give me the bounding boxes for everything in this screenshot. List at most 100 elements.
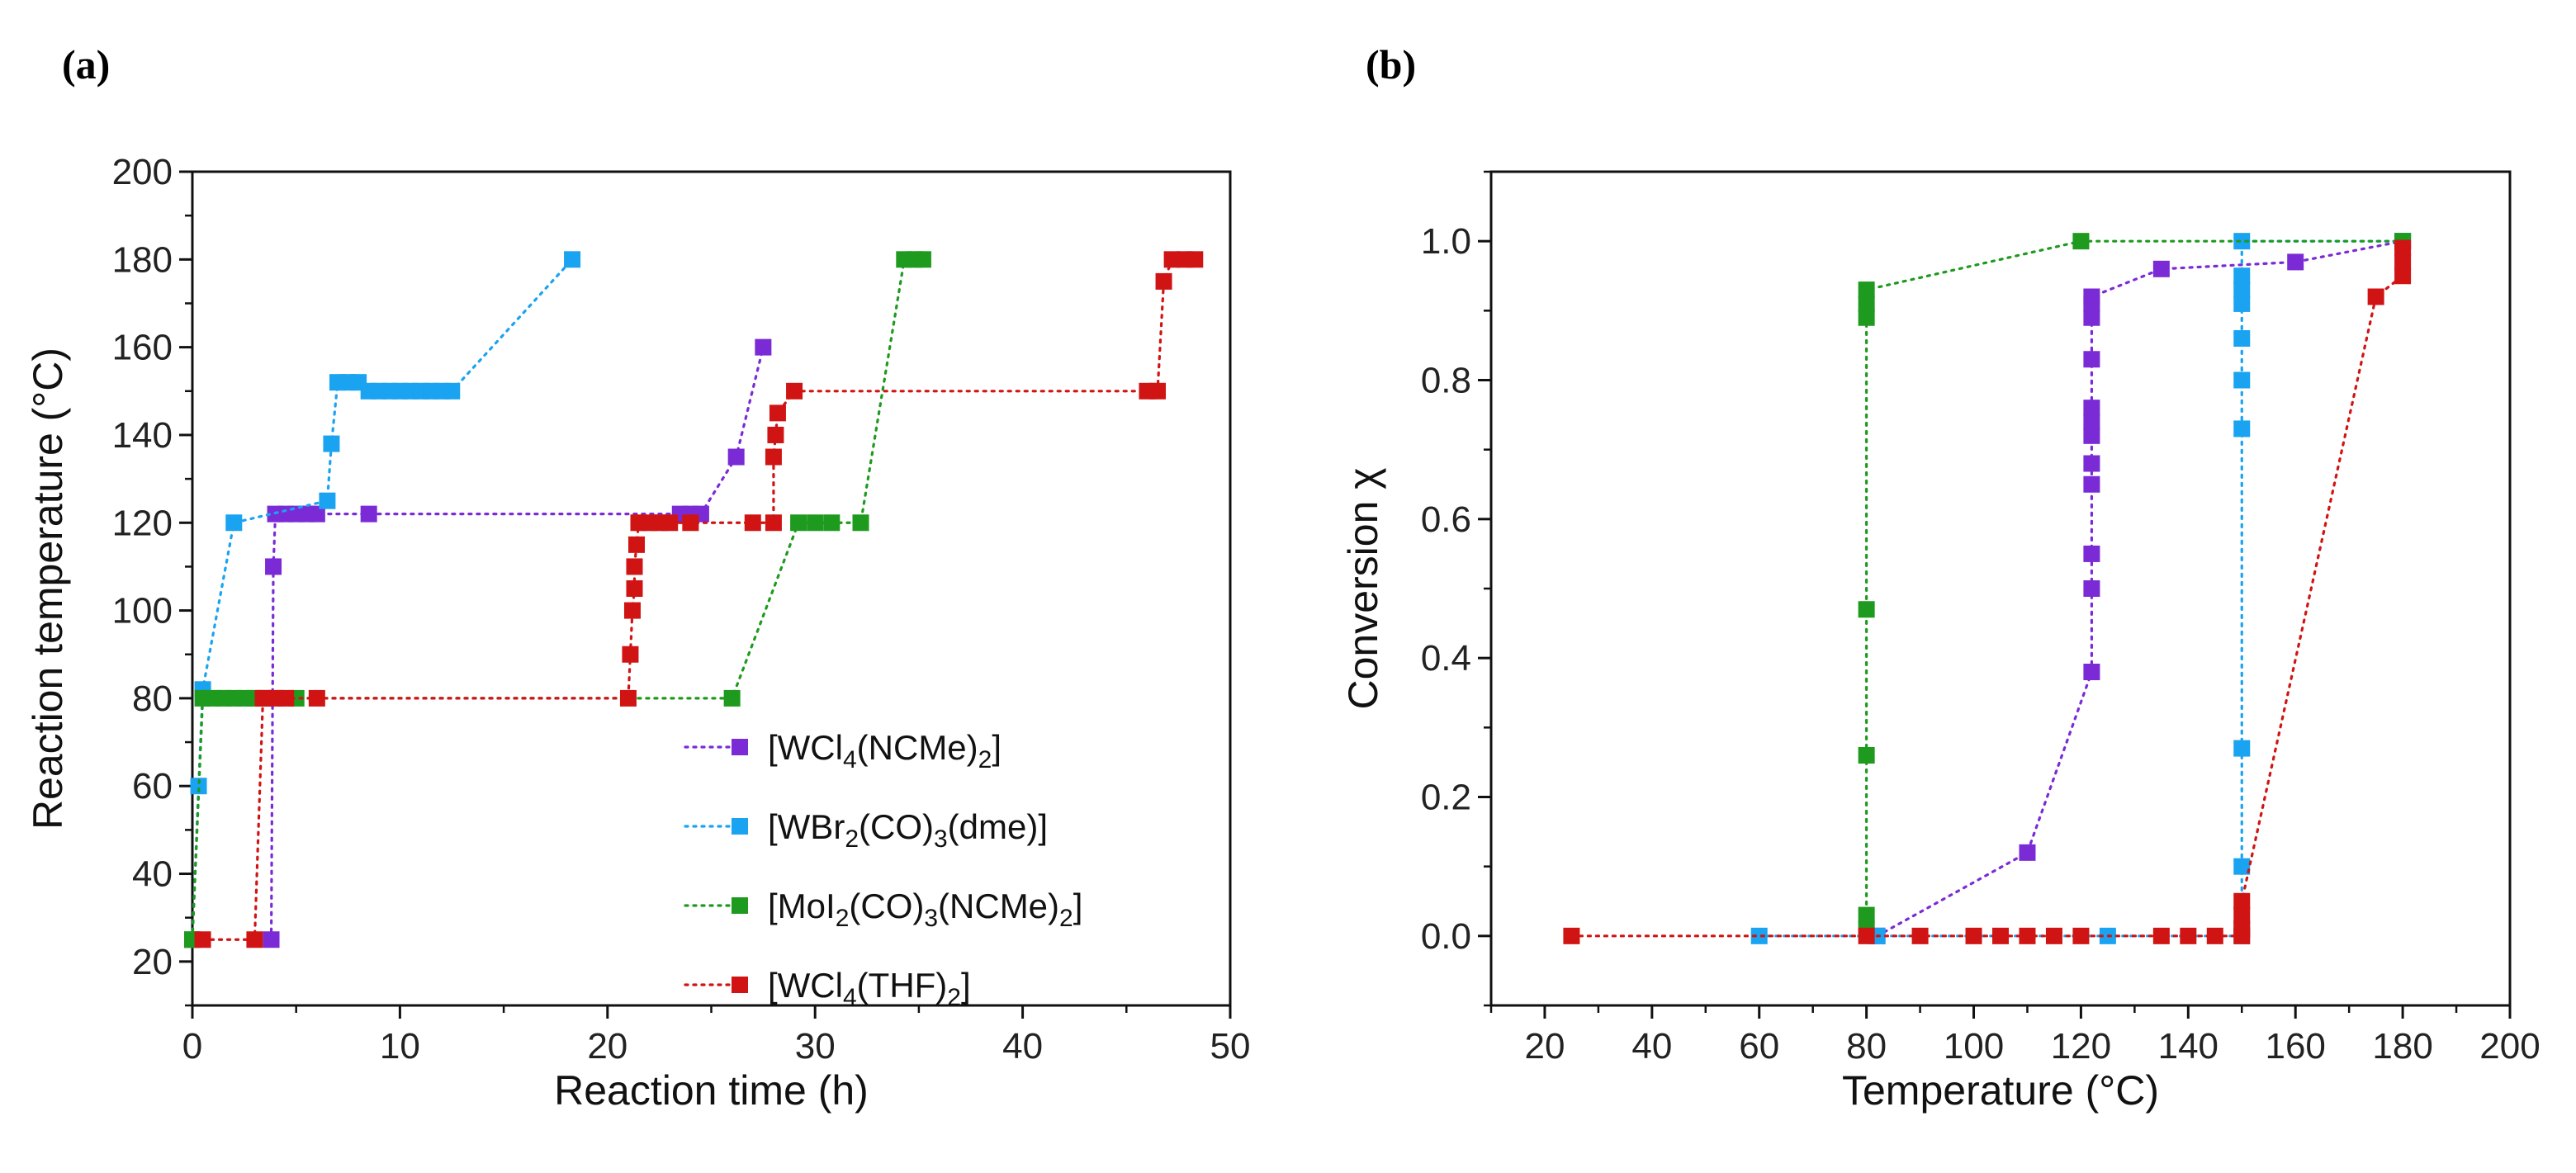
data-point [2083,400,2100,417]
data-point [1163,251,1181,268]
data-point [2180,927,2197,944]
y-tick-label: 0.8 [1421,361,1471,401]
legend-entry: [WBr2(CO)3(dme)] [768,807,1048,853]
data-point [2233,233,2251,250]
legend-marker [732,739,748,755]
data-point [2233,371,2251,389]
data-point [744,514,761,532]
data-point [2019,844,2036,861]
series-line [1758,239,2404,938]
data-point [2287,253,2304,271]
y-tick-label: 80 [132,679,173,719]
data-point [807,514,824,532]
data-point [190,778,207,795]
data-point [2233,267,2251,285]
data-point [323,435,340,452]
series-line [269,346,765,941]
data-point [1858,601,1875,618]
data-point [2233,420,2251,438]
data-point [852,514,869,532]
data-point [790,514,807,532]
legend-part: [WCl [768,966,843,1005]
legend-part: [MoI [768,887,836,925]
legend-part: (NCMe) [938,887,1059,925]
data-point [2394,253,2412,271]
data-point [2083,475,2100,493]
y-tick-label: 0.0 [1421,916,1471,957]
x-tick-label: 50 [1210,1026,1251,1067]
data-point [2394,267,2412,285]
y-tick-label: 100 [112,591,173,631]
legend-part: (NCMe) [857,728,978,767]
data-point [2233,281,2251,299]
data-point [765,448,782,466]
x-tick-label: 10 [380,1026,420,1067]
legend-part: [WBr [768,807,845,846]
data-point [194,931,211,948]
y-tick-label: 60 [132,766,173,806]
y-tick-label: 160 [112,328,173,368]
data-point [619,689,637,707]
data-point [1911,927,1929,944]
data-point [2233,330,2251,347]
data-point [225,514,243,532]
data-point [2083,309,2100,326]
data-point [914,251,931,268]
series-2 [1858,233,2412,938]
data-point [254,689,272,707]
data-point [2233,740,2251,757]
data-point [1858,747,1875,764]
x-tick-label: 200 [2479,1026,2540,1067]
data-point [2083,664,2100,680]
legend-entry: [MoI2(CO)3(NCMe)2] [768,887,1082,932]
legend-entry: [WCl4(THF)2] [768,966,971,1011]
data-point [246,931,263,948]
data-point [622,646,639,663]
data-point [682,514,699,532]
data-point [765,514,782,532]
panel-label: (b) [1366,41,1416,88]
data-point [2152,927,2170,944]
chart-panel-a: (a) 0 10 20 30 40 50 20 40 60 80 100 120 140 160 180 200… [25,41,1250,1114]
y-tick-label: 1.0 [1421,221,1471,262]
legend-part: [WCl [768,728,843,767]
data-point [1186,251,1204,268]
data-point [1965,927,1982,944]
y-tick-label: 180 [112,239,173,280]
y-axis-title: Conversion χ [1340,467,1386,709]
data-point [2394,239,2412,257]
data-point [2083,455,2100,472]
data-point [755,338,772,356]
x-tick-label: 160 [2265,1026,2325,1067]
y-tick-label: 40 [132,854,173,895]
data-point [823,514,841,532]
legend-marker [732,897,748,914]
data-point [2233,295,2251,312]
data-point [2233,858,2251,875]
data-point [2083,545,2100,562]
data-point [1858,906,1875,924]
data-point [2083,288,2100,305]
x-tick-label: 60 [1739,1026,1779,1067]
data-point [263,931,280,948]
legend-part: (dme)] [948,807,1048,846]
data-point [626,580,643,597]
data-point [2233,906,2251,924]
data-point [1858,927,1875,944]
panel-label: (a) [62,41,110,88]
data-point [1155,272,1172,290]
data-point [1149,382,1167,400]
data-point [2367,288,2384,305]
chart-panel-b: (b) 20 40 60 80 100 120 140 160 180 200 0.0 0.2 0.4 0.… [1340,41,2540,1114]
y-tick-label: 140 [112,415,173,456]
legend-subscript: 3 [924,905,938,932]
data-point [626,558,643,575]
data-point [1563,927,1580,944]
y-tick-label: 120 [112,503,173,543]
data-point [723,689,741,707]
data-point [360,505,377,523]
data-point [661,514,679,532]
series-line [1865,239,2404,931]
data-point [2045,927,2062,944]
series-line [191,258,574,941]
